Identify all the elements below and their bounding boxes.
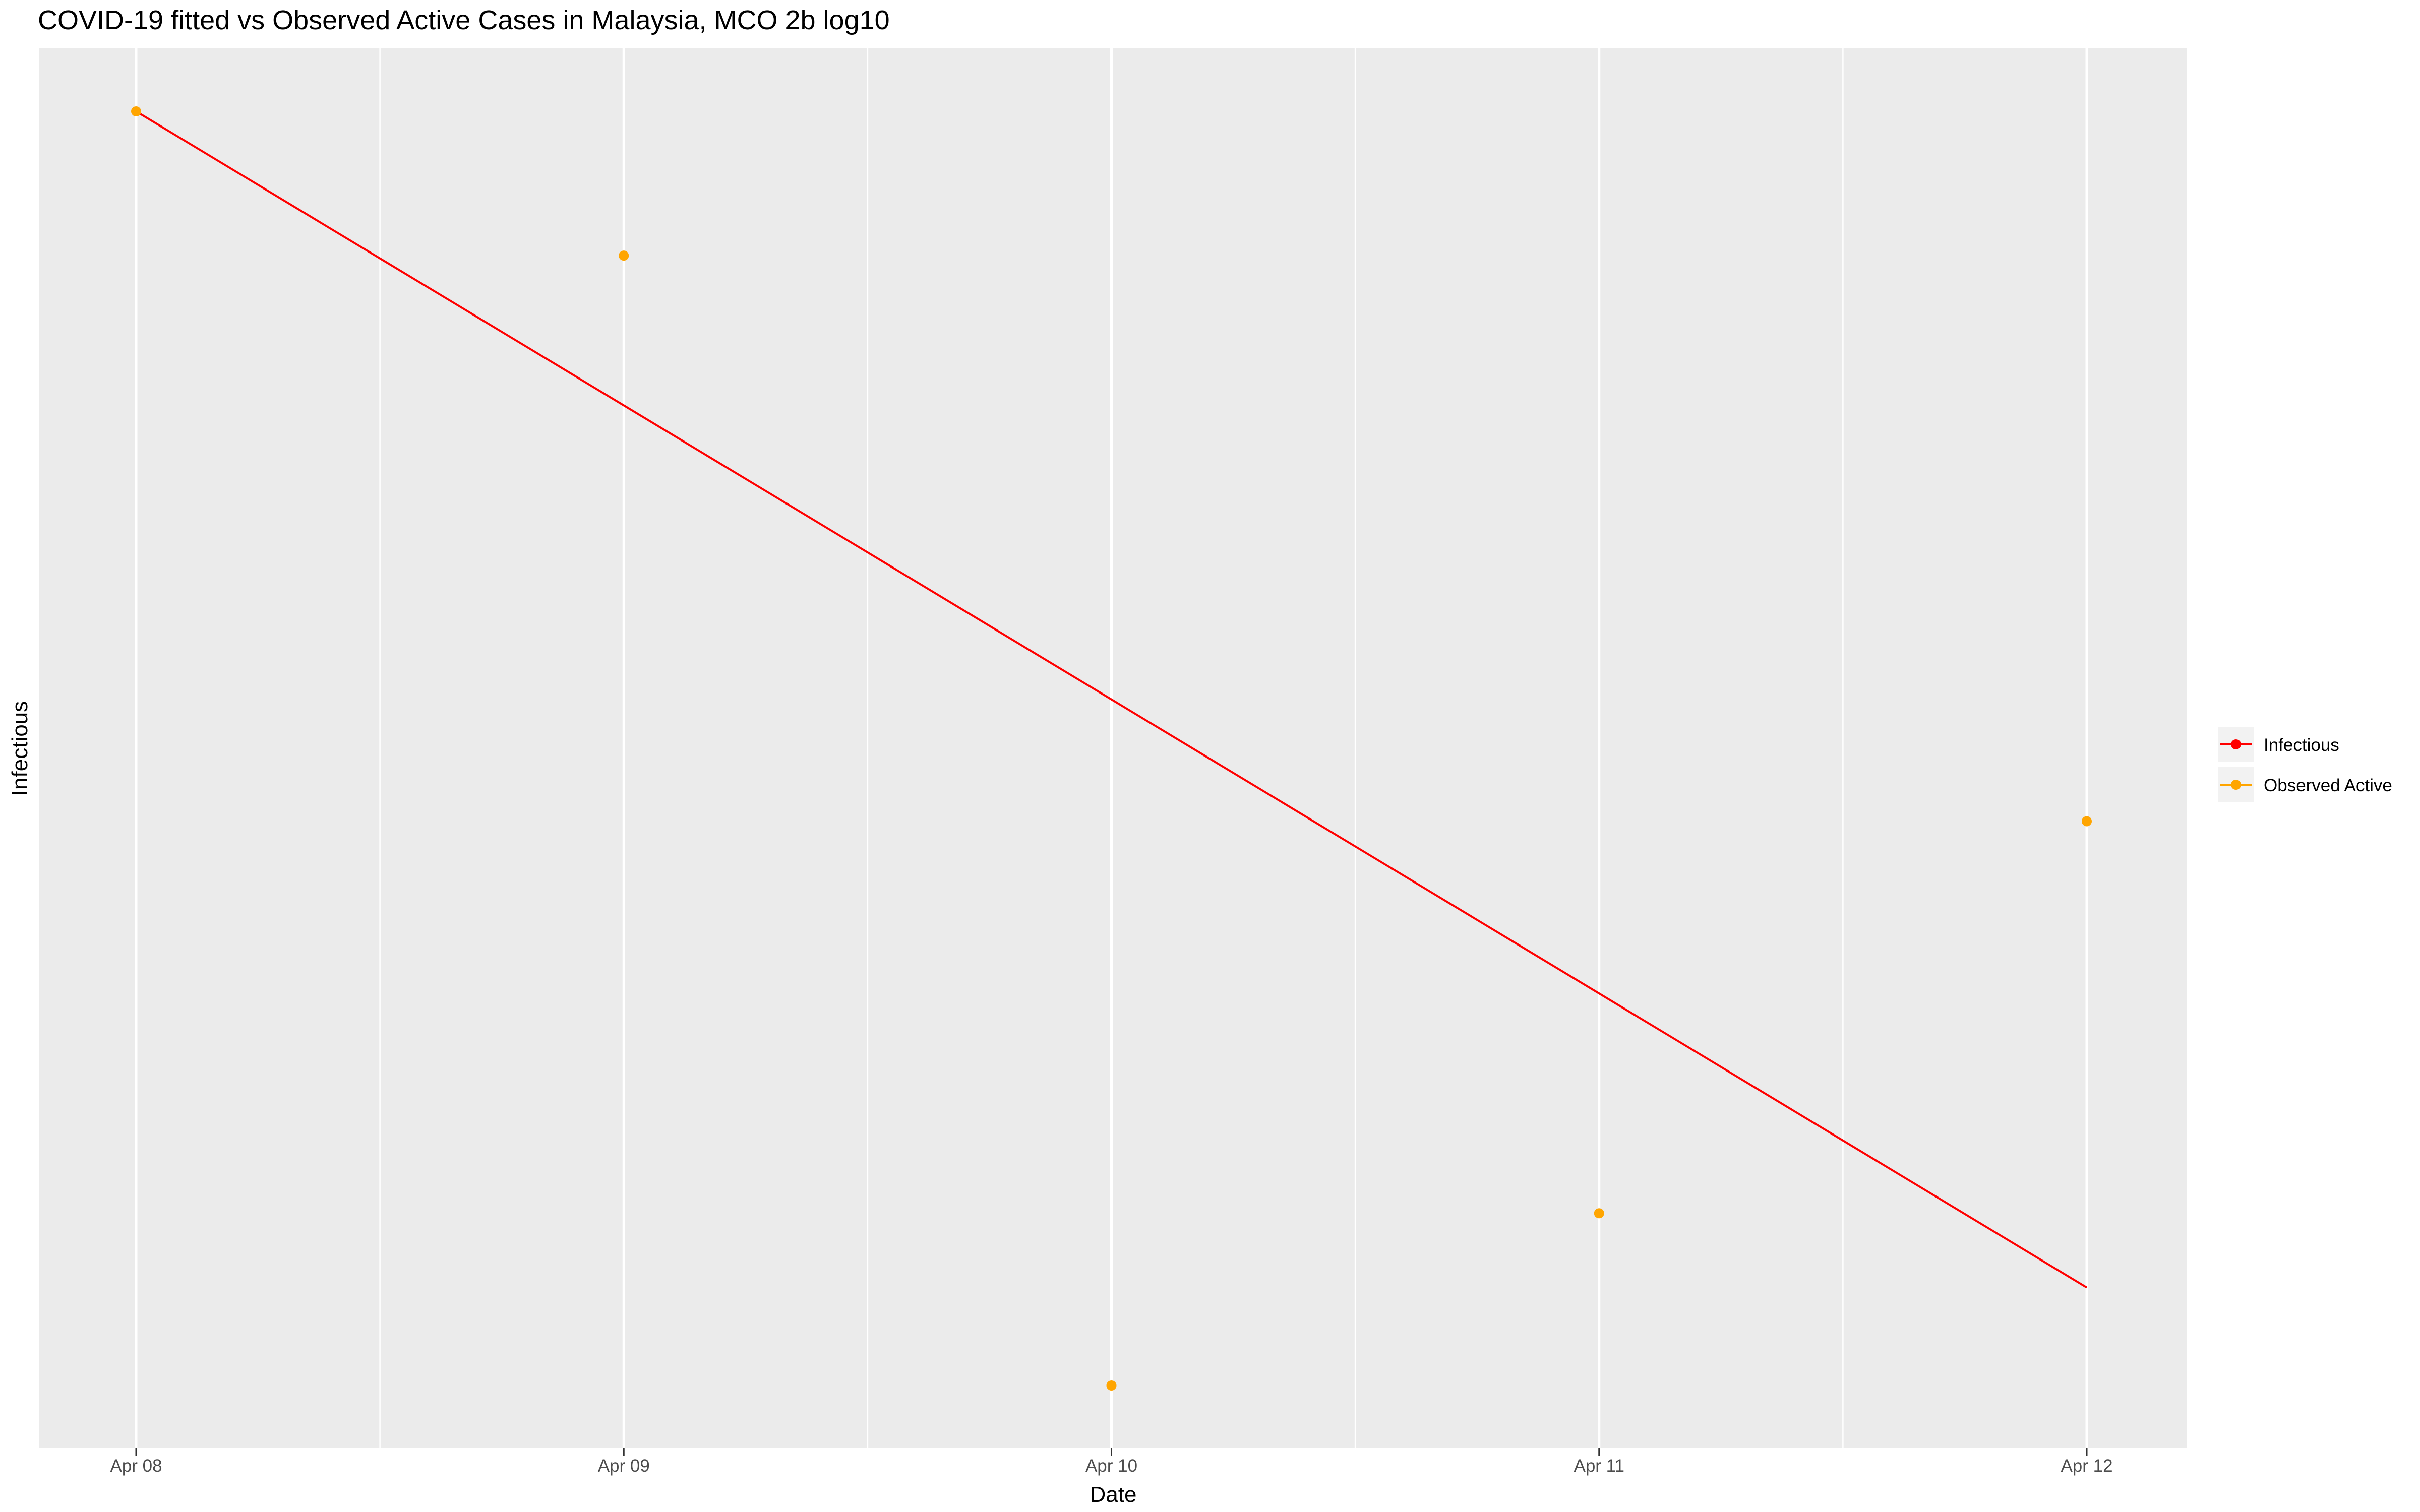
legend-key-point [2231, 780, 2241, 790]
x-tick-label: Apr 12 [2061, 1456, 2112, 1476]
grid-minor [379, 48, 1844, 1448]
series-observed-active [131, 106, 2092, 1391]
observed-active-point [1594, 1208, 1604, 1219]
x-axis-title: Date [1090, 1482, 1137, 1507]
legend-key-point [2231, 739, 2241, 749]
grid-major [135, 48, 2088, 1448]
observed-active-point [2082, 816, 2092, 827]
observed-active-point [131, 106, 141, 117]
x-tick-label: Apr 08 [110, 1456, 162, 1476]
x-axis-ticks: Apr 08 Apr 09 Apr 10 Apr 11 Apr 12 [110, 1448, 2113, 1476]
x-tick-label: Apr 11 [1574, 1456, 1624, 1476]
x-tick-label: Apr 09 [598, 1456, 650, 1476]
observed-active-point [619, 250, 629, 261]
plot-panel [39, 48, 2187, 1448]
x-tick-label: Apr 10 [1085, 1456, 1137, 1476]
legend-item: Infectious [2218, 727, 2339, 762]
y-axis-title: Infectious [8, 701, 32, 796]
legend: Infectious Observed Active [2218, 727, 2392, 802]
observed-active-point [1106, 1380, 1117, 1391]
legend-label: Observed Active [2264, 776, 2392, 795]
chart-title: COVID-19 fitted vs Observed Active Cases… [38, 5, 890, 35]
legend-item: Observed Active [2218, 767, 2392, 802]
series-infectious [135, 110, 2088, 1289]
infectious-line [135, 110, 2088, 1289]
legend-label: Infectious [2264, 735, 2339, 755]
